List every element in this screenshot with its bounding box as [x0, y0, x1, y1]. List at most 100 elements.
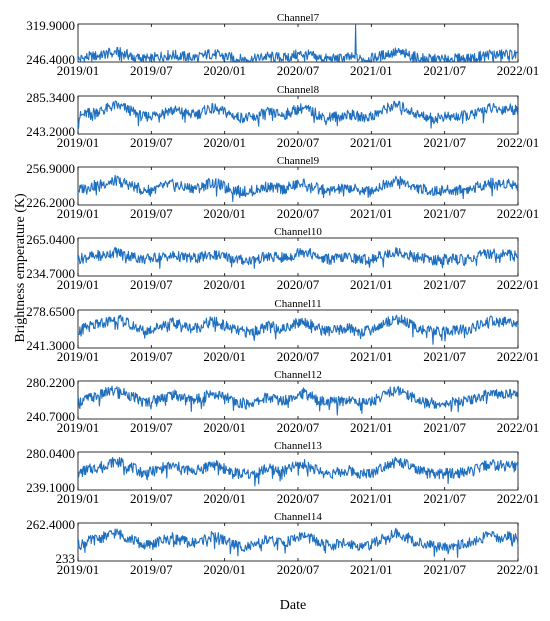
y-tick-label: 285.3400	[26, 90, 75, 105]
x-tick-label: 2020/07	[277, 63, 320, 78]
x-tick-label: 2019/07	[130, 135, 173, 150]
x-tick-label: 2021/07	[423, 420, 466, 435]
y-tick-label: 262.4000	[26, 517, 75, 532]
x-tick-label: 2022/01	[497, 206, 540, 221]
x-tick-label: 2019/07	[130, 349, 173, 364]
x-tick-label: 2019/01	[57, 420, 100, 435]
x-tick-label: 2021/07	[423, 349, 466, 364]
y-tick-label: 256.9000	[26, 161, 75, 176]
x-tick-label: 2019/07	[130, 277, 173, 292]
x-tick-label: 2020/07	[277, 349, 320, 364]
x-tick-label: 2020/01	[203, 277, 246, 292]
y-axis-label: Brightness emperature (K)	[13, 193, 28, 343]
y-tick-label: 319.9000	[26, 18, 75, 33]
x-tick-label: 2020/07	[277, 562, 320, 577]
x-tick-label: 2021/01	[350, 420, 393, 435]
x-tick-label: 2020/01	[203, 206, 246, 221]
x-tick-label: 2020/01	[203, 491, 246, 506]
y-tick-label: 280.2200	[26, 375, 75, 390]
panel-title: Channel14	[274, 511, 322, 523]
x-tick-label: 2021/01	[350, 349, 393, 364]
y-tick-label: 240.7000	[26, 409, 75, 424]
x-tick-label: 2021/07	[423, 63, 466, 78]
series-line	[77, 24, 519, 62]
y-tick-label: 246.4000	[26, 52, 75, 67]
series-line	[77, 100, 519, 129]
x-tick-label: 2020/07	[277, 206, 320, 221]
panel-title: Channel11	[274, 298, 321, 310]
x-tick-label: 2019/07	[130, 63, 173, 78]
x-tick-label: 2021/07	[423, 562, 466, 577]
y-tick-label: 233	[56, 551, 76, 566]
x-tick-label: 2019/01	[57, 206, 100, 221]
x-tick-label: 2021/07	[423, 206, 466, 221]
y-tick-label: 280.0400	[26, 446, 75, 461]
y-tick-label: 241.3000	[26, 338, 75, 353]
x-tick-label: 2020/07	[277, 491, 320, 506]
x-tick-label: 2020/01	[203, 135, 246, 150]
x-tick-label: 2021/07	[423, 277, 466, 292]
x-tick-label: 2019/07	[130, 491, 173, 506]
x-tick-label: 2020/01	[203, 420, 246, 435]
series-line	[77, 385, 519, 416]
series-line	[77, 174, 519, 202]
x-tick-label: 2020/01	[203, 63, 246, 78]
panel-title: Channel7	[277, 12, 320, 24]
y-tick-label: 278.6500	[26, 304, 75, 319]
y-tick-label: 243.2000	[26, 124, 75, 139]
x-tick-label: 2019/01	[57, 562, 100, 577]
x-tick-label: 2022/01	[497, 420, 540, 435]
y-tick-label: 239.1000	[26, 480, 75, 495]
panel-title: Channel8	[277, 84, 320, 96]
panel-title: Channel9	[277, 155, 320, 167]
x-tick-label: 2021/01	[350, 277, 393, 292]
x-tick-label: 2022/01	[497, 562, 540, 577]
series-line	[77, 527, 519, 558]
series-line	[77, 246, 519, 269]
x-tick-label: 2021/01	[350, 491, 393, 506]
x-tick-label: 2019/01	[57, 277, 100, 292]
x-tick-label: 2021/01	[350, 135, 393, 150]
axes-frame	[77, 522, 519, 562]
x-tick-label: 2022/01	[497, 491, 540, 506]
panel-title: Channel12	[274, 369, 322, 381]
x-tick-label: 2019/01	[57, 63, 100, 78]
x-tick-label: 2020/01	[203, 349, 246, 364]
x-tick-label: 2019/07	[130, 206, 173, 221]
series-line	[77, 456, 519, 487]
series-line	[77, 314, 519, 345]
x-tick-label: 2022/01	[497, 135, 540, 150]
x-tick-label: 2021/01	[350, 63, 393, 78]
x-tick-label: 2022/01	[497, 277, 540, 292]
x-tick-label: 2020/07	[277, 135, 320, 150]
panel-title: Channel10	[274, 226, 322, 238]
y-tick-label: 234.7000	[26, 266, 75, 281]
axes-frame	[77, 166, 519, 206]
x-tick-label: 2019/01	[57, 491, 100, 506]
x-axis-label: Date	[280, 598, 306, 613]
panel-title: Channel13	[274, 440, 322, 452]
axes-frame	[77, 309, 519, 349]
x-tick-label: 2022/01	[497, 349, 540, 364]
x-tick-label: 2022/01	[497, 63, 540, 78]
x-tick-label: 2019/01	[57, 135, 100, 150]
x-tick-label: 2021/07	[423, 135, 466, 150]
x-tick-label: 2021/01	[350, 562, 393, 577]
x-tick-label: 2021/01	[350, 206, 393, 221]
x-tick-label: 2020/07	[277, 277, 320, 292]
x-tick-label: 2019/07	[130, 420, 173, 435]
y-tick-label: 265.0400	[26, 232, 75, 247]
x-tick-label: 2020/01	[203, 562, 246, 577]
y-tick-label: 226.2000	[26, 195, 75, 210]
x-tick-label: 2021/07	[423, 491, 466, 506]
